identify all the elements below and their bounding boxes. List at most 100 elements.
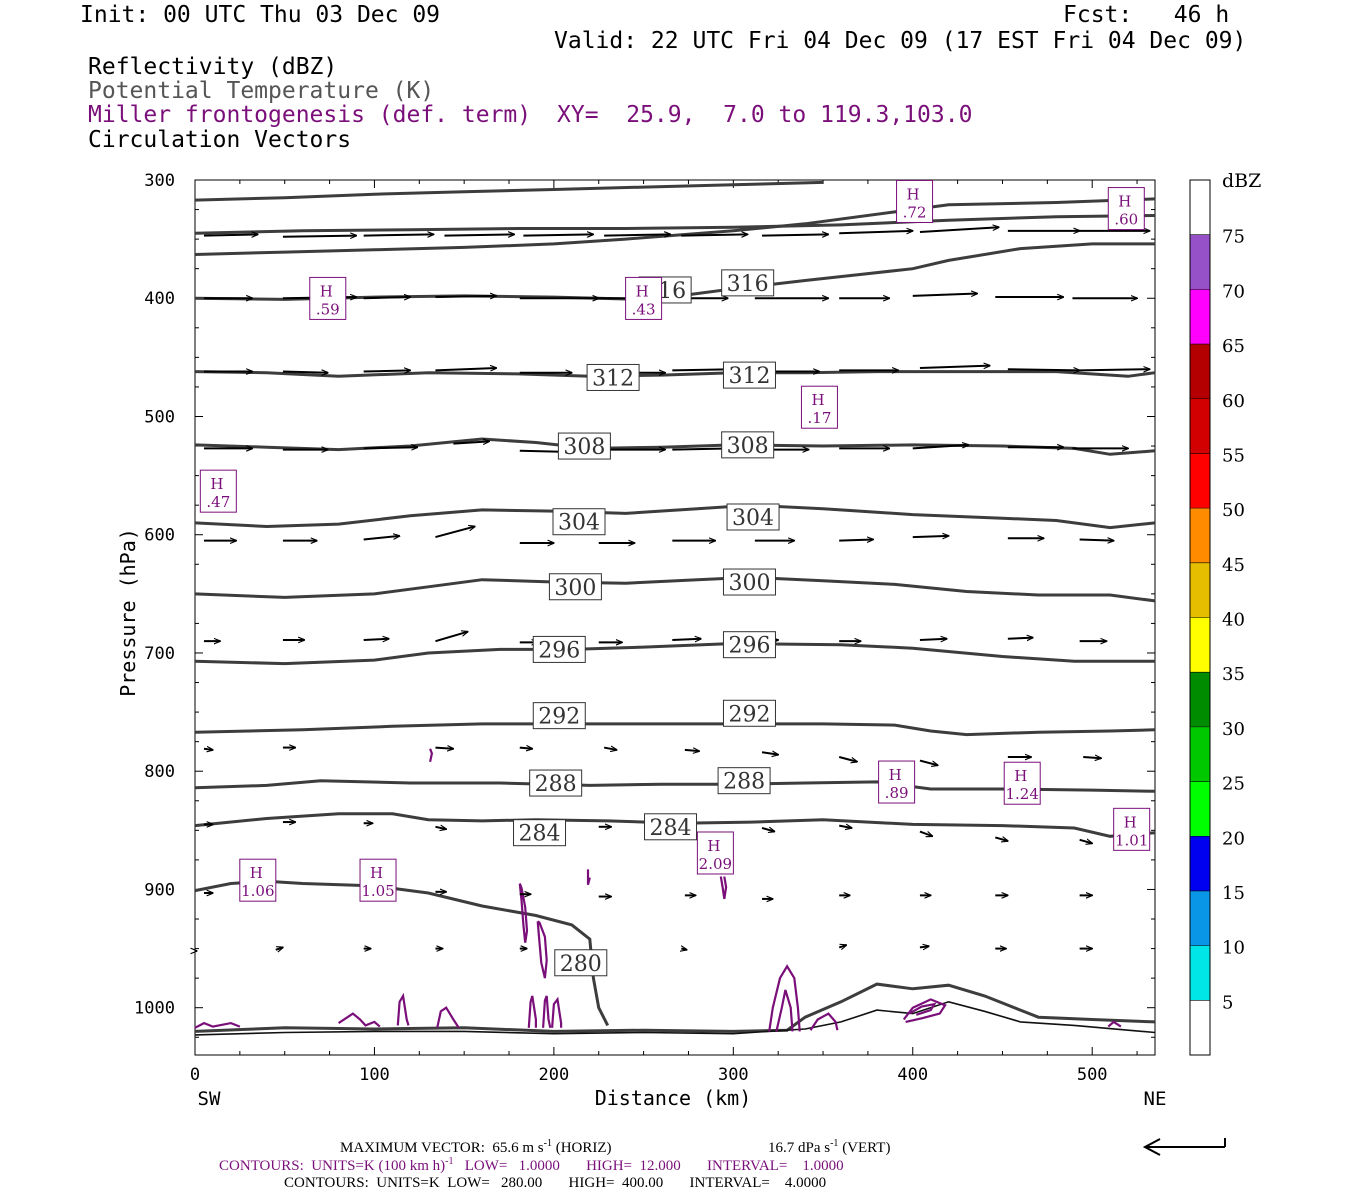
circulation-vector	[363, 234, 434, 235]
h-max-box	[696, 831, 734, 875]
theta-label: 280	[560, 952, 602, 977]
y-tick-label: 1000	[134, 999, 175, 1019]
circulation-vector	[275, 947, 283, 949]
circulation-vector	[761, 828, 775, 832]
circulation-vector	[761, 752, 778, 754]
x-right-label: NE	[1144, 1088, 1167, 1110]
frontogenesis-contour	[902, 998, 947, 1023]
colorbar-tick-label: 75	[1222, 227, 1245, 248]
theta-label: 312	[728, 364, 770, 389]
h-max-label: H	[320, 282, 333, 300]
theta-label-box	[513, 819, 567, 847]
frontogenesis-contour	[1107, 1020, 1122, 1028]
circulation-vector	[681, 234, 747, 235]
theta-label: 300	[728, 571, 770, 596]
cross-section-xy: XY= 25.9, 7.0 to 119.3,103.0	[557, 102, 973, 128]
circulation-vector	[435, 827, 446, 829]
x-tick-label: 0	[190, 1065, 200, 1085]
theta-label: 292	[728, 702, 770, 727]
footer-contours-frontogenesis: CONTOURS: UNITS=K (100 km h)-1 LOW= 1.00…	[219, 1156, 844, 1175]
x-tick-label: 500	[1077, 1065, 1108, 1085]
theta-contour-318	[194, 214, 1156, 235]
theta-label: 308	[563, 435, 605, 460]
h-max-box	[309, 276, 347, 320]
h-max-value: 1.05	[361, 882, 394, 900]
theta-label-box	[722, 699, 776, 727]
colorbar-segment	[1190, 180, 1210, 235]
forecast-hour: Fcst: 46 h	[1063, 2, 1230, 28]
max-vector-text: MAXIMUM VECTOR: 65.6 m s	[340, 1140, 544, 1156]
colorbar-tick-label: 25	[1222, 774, 1245, 795]
circulation-vector	[1079, 369, 1150, 370]
h-max-value: .47	[206, 493, 230, 511]
h-max-label: H	[1124, 813, 1137, 831]
y-tick-label: 800	[144, 762, 175, 782]
y-tick-label: 600	[144, 526, 175, 546]
theta-contour-296	[194, 575, 1156, 603]
circulation-vector	[1007, 638, 1033, 639]
circulation-vector	[363, 447, 418, 448]
frontogenesis-contour	[436, 1006, 460, 1029]
frontogenesis-contour	[768, 964, 801, 1032]
circulation-vector	[839, 826, 852, 828]
h-max-value: .72	[903, 203, 927, 221]
h-max-box	[878, 760, 916, 804]
field-reflectivity: Reflectivity (dBZ)	[88, 54, 338, 80]
circulation-vector	[523, 234, 593, 235]
h-max-value: .17	[808, 409, 832, 427]
y-tick-label: 300	[144, 171, 175, 191]
circulation-vector	[363, 370, 411, 371]
h-max-box	[896, 179, 934, 223]
circulation-vector	[684, 750, 699, 751]
max-vector-exp: -1	[543, 1138, 552, 1149]
theta-label-box	[554, 949, 608, 977]
footer-max-vector: MAXIMUM VECTOR: 65.6 m s-1 (HORIZ)	[340, 1138, 612, 1157]
h-max-value: .60	[1114, 211, 1138, 229]
x-axis-title: Distance (km)	[595, 1086, 752, 1110]
circulation-vector	[919, 366, 990, 368]
colorbar-segment	[1190, 289, 1210, 345]
field-frontogenesis: Miller frontogenesis (def. term)	[88, 102, 532, 128]
colorbar-tick-label: 15	[1222, 883, 1245, 904]
theta-label-box	[548, 573, 602, 601]
colorbar-tick-label: 45	[1222, 555, 1245, 576]
h-max-label: H	[811, 391, 824, 409]
circulation-vector	[838, 756, 857, 762]
frontogenesis-contour	[518, 883, 529, 943]
h-max-label: H	[210, 475, 223, 493]
h-max-label: H	[889, 766, 902, 784]
colorbar-segment	[1190, 1000, 1210, 1055]
circulation-vector	[839, 231, 913, 233]
frontogenesis-contour	[429, 748, 434, 763]
h-max-label: H	[907, 185, 920, 203]
circulation-vector	[363, 536, 400, 541]
y-tick-label: 900	[144, 880, 175, 900]
circulation-vector	[282, 236, 357, 237]
circulation-vector	[912, 294, 978, 296]
h-max-box	[800, 385, 838, 429]
h-max-value: .89	[885, 784, 909, 802]
plot-frame	[194, 179, 1156, 1056]
circulation-vector	[995, 837, 1008, 841]
colorbar-segment	[1190, 617, 1210, 673]
colorbar-segment	[1190, 344, 1210, 399]
circulation-vector	[912, 536, 949, 537]
colorbar-segment	[1190, 562, 1210, 618]
circulation-vector	[838, 945, 846, 947]
colorbar-tick-label: 40	[1222, 610, 1245, 631]
frontogenesis-contour	[775, 989, 794, 1032]
x-tick-label: 400	[897, 1065, 928, 1085]
colorbar-segment	[1190, 398, 1210, 454]
circulation-vector	[519, 748, 533, 749]
theta-label-box	[721, 269, 775, 297]
frontogenesis-contour	[809, 1012, 839, 1031]
colorbar-segment	[1190, 672, 1210, 727]
vert-text: 16.7 dPa s	[768, 1140, 831, 1156]
theta-contour-308	[194, 370, 1156, 378]
colorbar-title: dBZ	[1222, 170, 1261, 192]
theta-label: 304	[558, 511, 600, 536]
vert-label: (VERT)	[842, 1140, 891, 1156]
h-max-box	[359, 858, 397, 902]
frontogenesis-contour	[527, 995, 537, 1028]
x-tick-label: 200	[539, 1065, 570, 1085]
